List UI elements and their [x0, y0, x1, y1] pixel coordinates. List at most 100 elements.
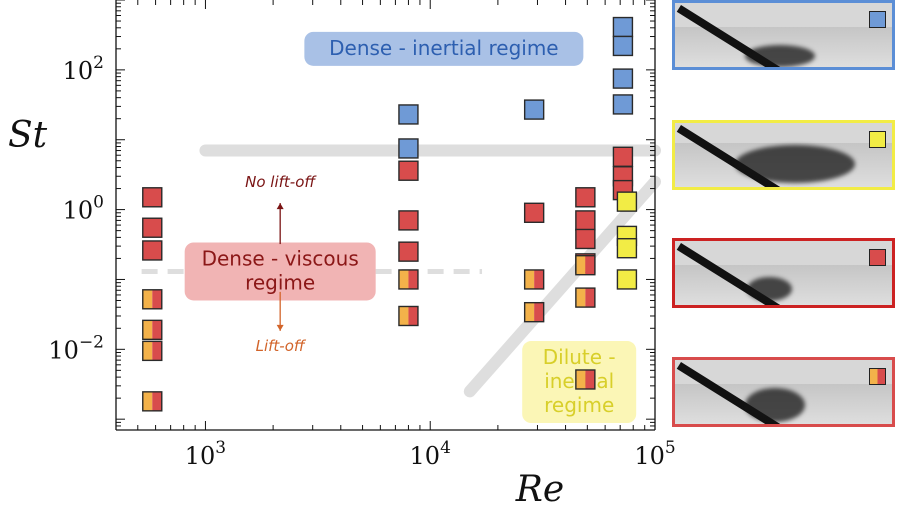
thumbnail-image: [675, 3, 892, 67]
marker-fill: [617, 238, 637, 258]
marker-half-left: [142, 341, 153, 361]
data-point-red: [523, 202, 545, 223]
marker-edge: [142, 240, 163, 261]
data-point-half: [398, 269, 419, 290]
region-label-box: [184, 242, 376, 301]
marker-fill: [398, 242, 418, 262]
marker-half-right: [534, 269, 544, 289]
data-point-red: [142, 217, 163, 238]
marker-half-left: [398, 306, 409, 326]
thumbnail-image: [675, 360, 892, 424]
y-tick-label: 100: [63, 193, 104, 225]
marker-edge: [142, 391, 163, 412]
data-point-half: [142, 319, 163, 341]
regime-labels: Dense - inertial regime Dense - viscousre…: [184, 31, 637, 424]
marker-edge: [612, 94, 634, 115]
data-point-blue: [612, 94, 634, 115]
data-point-half: [575, 254, 596, 276]
marker-edge: [612, 68, 634, 89]
region-label-text: regime: [245, 270, 315, 294]
data-point-red: [398, 210, 419, 231]
data-point-blue: [612, 16, 634, 38]
marker-half-left: [575, 369, 586, 389]
thumbnail-marker: [869, 249, 886, 266]
marker-fill: [142, 240, 162, 260]
data-point-half: [575, 369, 596, 390]
boundary-solid: [463, 175, 661, 398]
region-label-text: regime: [544, 393, 614, 417]
data-point-yellow: [616, 238, 638, 259]
annotation-text: No lift-off: [245, 173, 317, 191]
annotation-arrowhead: [276, 324, 284, 331]
marker-half-left: [524, 302, 535, 322]
data-point-red: [575, 210, 596, 231]
marker-fill: [398, 210, 418, 230]
marker-half-left: [575, 288, 586, 308]
thumbnail-image: [675, 241, 892, 305]
axes: 103 104 105 10−2 100 102 Re St: [8, 0, 676, 510]
marker-edge: [616, 269, 638, 290]
marker-edge: [523, 269, 545, 290]
x-axis-title: Re: [515, 469, 564, 510]
marker-fill: [575, 210, 595, 230]
marker-edge: [523, 301, 545, 323]
data-point-yellow: [616, 191, 638, 212]
region-label-text: Dense - inertial regime: [329, 36, 559, 60]
marker-edge: [398, 305, 419, 327]
data-point-red: [398, 241, 419, 262]
marker-fill: [617, 192, 637, 212]
data-point-red: [575, 187, 596, 208]
data-point-blue: [612, 35, 634, 57]
marker-fill: [613, 147, 633, 167]
marker-edge: [398, 138, 419, 159]
marker-edge: [398, 104, 419, 125]
marker-edge: [523, 99, 545, 120]
region-label-text: Dilute -: [543, 345, 616, 369]
experiment-thumbnail: [672, 120, 895, 190]
marker-edge: [398, 210, 419, 231]
experiment-thumbnail: [672, 357, 895, 427]
marker-fill: [398, 161, 418, 181]
thumbnail-particle-cloud: [747, 277, 792, 301]
marker-half-right: [152, 320, 162, 340]
x-tick-label: 105: [634, 438, 675, 470]
marker-half-right: [152, 341, 162, 361]
experiment-thumbnail: [672, 238, 895, 308]
marker-edge: [398, 241, 419, 262]
thumbnail-marker: [869, 368, 886, 385]
marker-edge: [523, 202, 545, 223]
data-point-red: [142, 187, 163, 208]
lift-off-annotations: No lift-off Lift-off: [245, 173, 317, 355]
marker-edge: [612, 35, 634, 57]
marker-fill: [575, 187, 595, 207]
data-point-red: [575, 228, 596, 250]
marker-fill: [524, 203, 544, 223]
marker-edge: [398, 160, 419, 181]
marker-fill: [575, 229, 595, 249]
thumbnail-particle-cloud: [745, 388, 805, 422]
marker-fill: [142, 218, 162, 238]
marker-edge: [575, 254, 596, 276]
marker-half-right: [585, 288, 595, 308]
marker-edge: [575, 228, 596, 250]
y-axis-title: St: [8, 115, 48, 156]
marker-half-right: [585, 369, 595, 389]
data-point-blue: [398, 104, 419, 125]
marker-half-right: [408, 306, 418, 326]
data-point-red: [142, 240, 163, 261]
marker-half-right: [585, 255, 595, 275]
data-point-blue: [398, 138, 419, 159]
data-point-half: [398, 305, 419, 327]
marker-half-left: [524, 269, 535, 289]
data-point-blue: [523, 99, 545, 120]
data-point-red: [612, 146, 634, 167]
thumbnail-marker: [869, 131, 886, 148]
annotation-arrowhead: [276, 203, 284, 210]
experiment-thumbnail: [672, 0, 895, 70]
data-point-half: [142, 289, 163, 310]
marker-edge: [142, 340, 163, 362]
marker-edge: [575, 369, 596, 390]
marker-fill: [398, 104, 418, 124]
